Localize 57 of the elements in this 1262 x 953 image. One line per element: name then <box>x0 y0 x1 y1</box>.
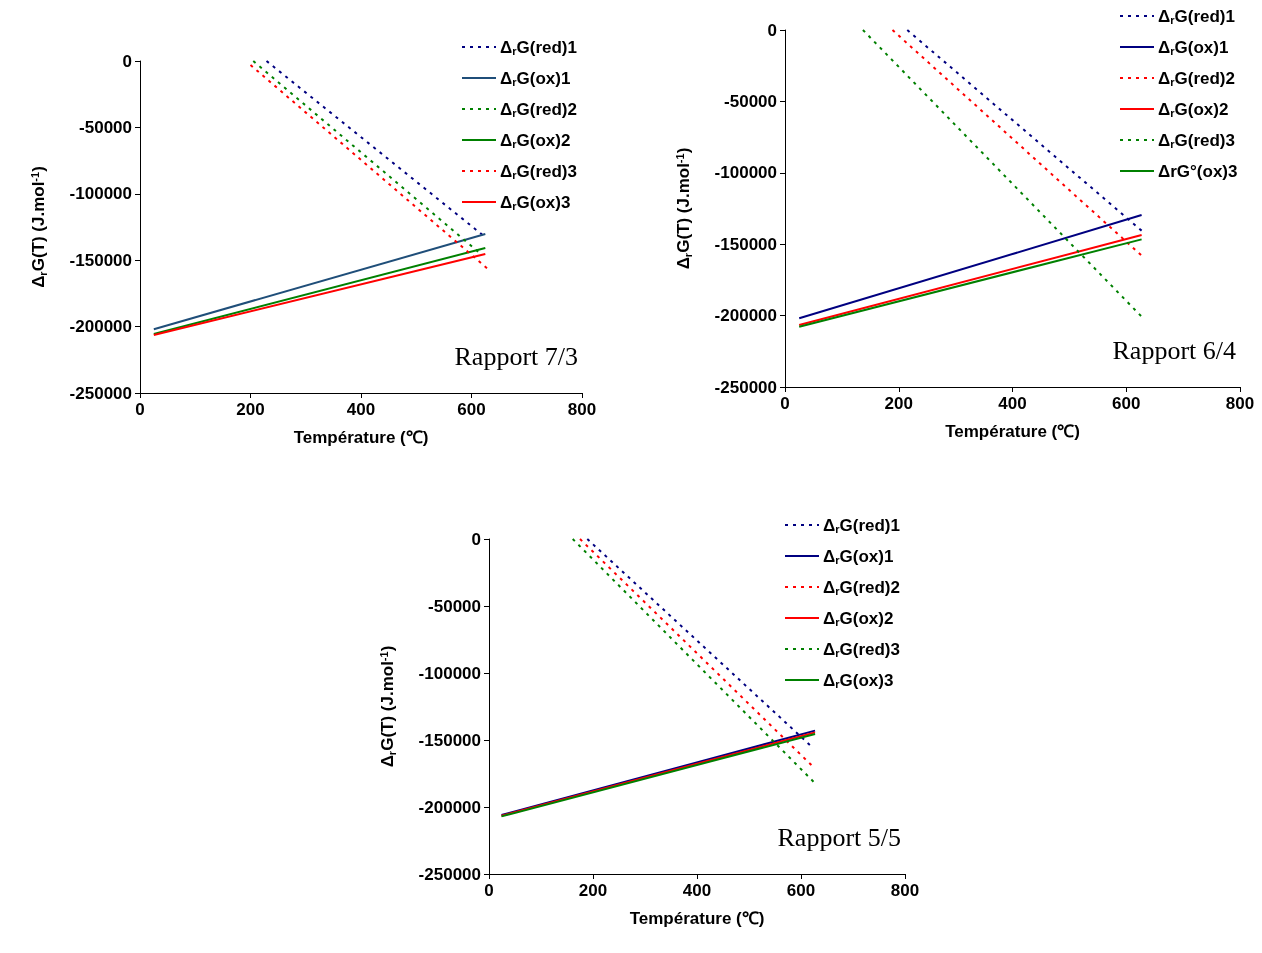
legend-label: ΔrG(red)2 <box>1158 68 1235 88</box>
legend-label: ΔrG(red)1 <box>823 515 900 535</box>
legend-label: ΔrG(red)3 <box>823 639 900 659</box>
y-tick-label: -250000 <box>418 864 481 884</box>
x-tick-label: 200 <box>884 394 913 413</box>
legend-label: ΔrG(red)1 <box>500 37 577 57</box>
x-tick-label: 400 <box>346 400 376 419</box>
x-tick-label: 0 <box>135 400 145 419</box>
x-tick-label: 800 <box>567 400 597 419</box>
legend-label: ΔrG(ox)3 <box>500 192 571 212</box>
y-tick-label: -200000 <box>69 317 132 337</box>
annotation: Rapport 5/5 <box>777 822 902 852</box>
legend-label: ΔrG(ox)1 <box>823 546 894 566</box>
y-tick-label: 0 <box>122 51 132 71</box>
x-tick-label: 400 <box>998 394 1027 413</box>
x-axis-title: Température (℃) <box>945 422 1080 441</box>
y-tick-label: 0 <box>767 20 777 40</box>
legend-label: ΔrG(ox)2 <box>1158 99 1229 119</box>
annotation: Rapport 6/4 <box>1112 335 1237 365</box>
x-axis-title: Température (℃) <box>293 428 429 447</box>
legend-label: ΔrG(ox)2 <box>500 130 571 150</box>
x-tick-label: 800 <box>890 881 920 900</box>
legend-label: ΔrG(red)3 <box>1158 130 1235 150</box>
x-axis-title: Température (℃) <box>629 909 765 928</box>
y-tick-label: -250000 <box>714 377 777 397</box>
legend-label: ΔrG(red)3 <box>500 161 577 181</box>
legend-label: ΔrG(ox)3 <box>823 670 894 690</box>
x-tick-label: 600 <box>457 400 486 419</box>
annotation: Rapport 7/3 <box>454 341 579 371</box>
y-tick-label: -50000 <box>724 91 777 111</box>
legend-label: ΔrG(red)2 <box>500 99 577 119</box>
legend-label: ΔrG(red)1 <box>1158 6 1235 26</box>
y-tick-label: 0 <box>471 529 481 549</box>
y-tick-label: -150000 <box>418 730 481 750</box>
y-tick-label: -250000 <box>69 383 132 403</box>
y-tick-label: -50000 <box>428 596 481 616</box>
y-tick-label: -50000 <box>79 117 132 137</box>
x-tick-label: 200 <box>578 881 608 900</box>
legend-label: ΔrG(ox)2 <box>823 608 894 628</box>
legend-label: ΔrG(ox)1 <box>500 68 571 88</box>
y-tick-label: -200000 <box>418 797 481 817</box>
legend-label: ΔrG(ox)1 <box>1158 37 1229 57</box>
x-tick-label: 0 <box>484 881 494 900</box>
x-tick-label: 400 <box>682 881 712 900</box>
x-tick-label: 600 <box>786 881 816 900</box>
x-tick-label: 0 <box>780 394 790 413</box>
legend-label: ΔrG(red)2 <box>823 577 900 597</box>
y-tick-label: -200000 <box>714 306 777 326</box>
y-tick-label: -150000 <box>69 250 132 270</box>
legend-label: ΔrG°(ox)3 <box>1158 161 1238 181</box>
y-tick-label: -100000 <box>418 663 481 683</box>
y-tick-label: -100000 <box>714 163 777 183</box>
y-tick-label: -100000 <box>69 184 132 204</box>
y-tick-label: -150000 <box>714 234 777 254</box>
x-tick-label: 200 <box>236 400 265 419</box>
x-tick-label: 600 <box>1112 394 1141 413</box>
x-tick-label: 800 <box>1225 394 1255 413</box>
